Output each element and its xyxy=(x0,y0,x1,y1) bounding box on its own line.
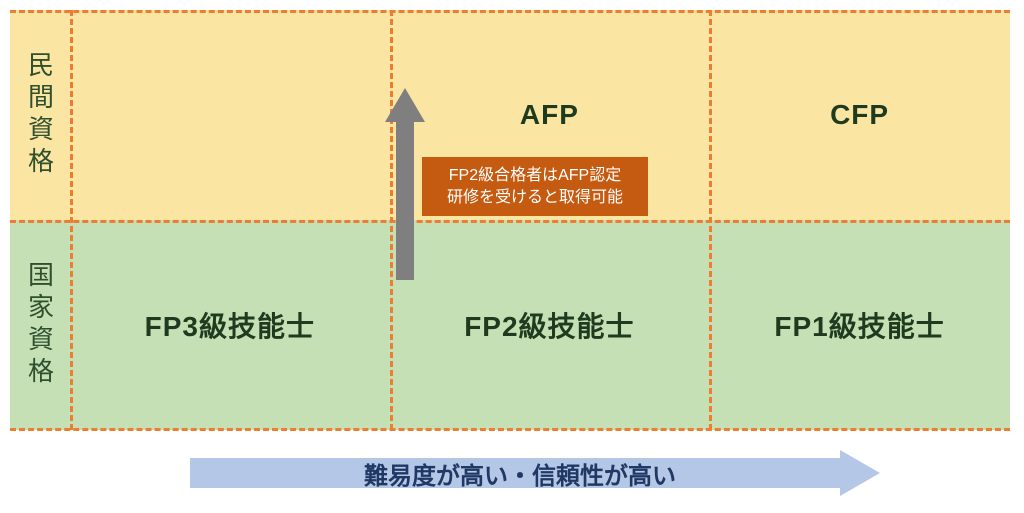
callout-line1: FP2級合格者はAFP認定 xyxy=(449,167,621,184)
cell-private-col1 xyxy=(70,10,390,220)
row-label-private: 民間資格 xyxy=(22,51,59,179)
qualification-matrix: 民間資格 AFP CFP 国家資格 FP3級技能士 FP2級技能士 FP1級技能… xyxy=(10,10,1010,430)
cell-fp3: FP3級技能士 xyxy=(70,220,390,430)
grid-line-h-mid xyxy=(10,220,1010,223)
row-label-wrap-bottom: 国家資格 xyxy=(10,220,70,430)
row-label-national: 国家資格 xyxy=(22,261,59,389)
cell-cfp: CFP xyxy=(709,10,1010,220)
callout-line2: 研修を受けると取得可能 xyxy=(447,189,623,206)
cells-bottom: FP3級技能士 FP2級技能士 FP1級技能士 xyxy=(70,220,1010,430)
arrow-up-icon xyxy=(385,88,425,280)
grid-line-v-col2 xyxy=(709,10,712,430)
row-national-qualification: 国家資格 FP3級技能士 FP2級技能士 FP1級技能士 xyxy=(10,220,1010,430)
grid-line-h-top xyxy=(10,10,1010,13)
callout-afp-note: FP2級合格者はAFP認定 研修を受けると取得可能 xyxy=(422,157,648,216)
cell-fp1: FP1級技能士 xyxy=(709,220,1010,430)
grid-line-v-labeledge xyxy=(70,10,73,430)
row-label-wrap-top: 民間資格 xyxy=(10,10,70,220)
cell-fp2: FP2級技能士 xyxy=(390,220,710,430)
grid-line-h-bot xyxy=(10,428,1010,431)
difficulty-arrow: 難易度が高い・信頼性が高い xyxy=(190,450,880,496)
difficulty-arrow-label: 難易度が高い・信頼性が高い xyxy=(190,450,850,496)
